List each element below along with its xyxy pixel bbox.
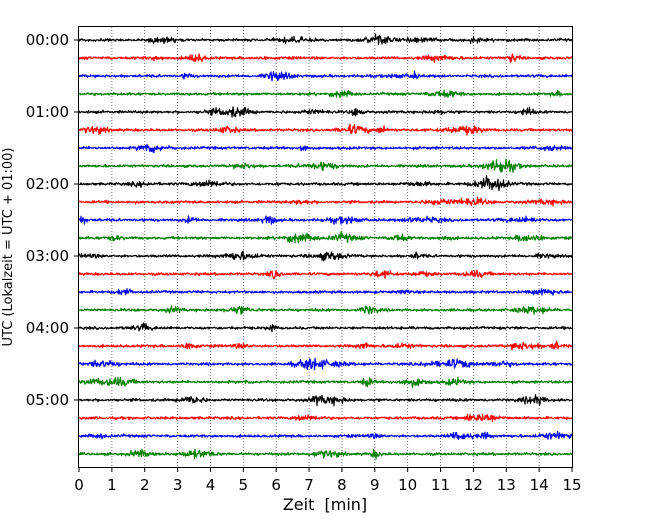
x-axis-label: Zeit [min] bbox=[283, 495, 367, 514]
trace-0430 bbox=[78, 357, 573, 371]
grid-layer bbox=[111, 27, 540, 467]
plot-frame bbox=[78, 26, 573, 468]
x-tick-label-10: 10 bbox=[398, 476, 417, 494]
trace-0300 bbox=[78, 250, 573, 262]
x-tick-label-13: 13 bbox=[497, 476, 516, 494]
x-tick-label-12: 12 bbox=[464, 476, 483, 494]
trace-0100 bbox=[78, 106, 573, 118]
trace-0500 bbox=[78, 394, 573, 407]
trace-0545 bbox=[78, 448, 573, 460]
trace-0530 bbox=[78, 430, 573, 441]
trace-0145 bbox=[78, 158, 573, 173]
trace-0215 bbox=[78, 196, 573, 207]
y-tick-label-4: 04:00 bbox=[26, 319, 69, 337]
x-axis-ticks: 0 1 2 3 4 5 6 7 8 9 10 11 12 13 14 15 bbox=[74, 467, 582, 494]
y-tick-label-5: 05:00 bbox=[26, 391, 69, 409]
x-tick-label-1: 1 bbox=[107, 476, 117, 494]
y-axis-label: UTC (Lokalzeit = UTC + 01:00) bbox=[1, 148, 16, 347]
x-tick-label-8: 8 bbox=[337, 476, 347, 494]
x-tick-label-3: 3 bbox=[173, 476, 183, 494]
trace-0445 bbox=[78, 376, 573, 389]
x-tick-label-9: 9 bbox=[370, 476, 380, 494]
trace-0330 bbox=[78, 288, 573, 296]
trace-layer bbox=[78, 33, 573, 460]
trace-0400 bbox=[78, 322, 573, 333]
trace-0030 bbox=[78, 70, 573, 82]
trace-0200 bbox=[78, 175, 573, 192]
y-tick-label-2: 02:00 bbox=[26, 175, 69, 193]
trace-0130 bbox=[78, 143, 573, 154]
trace-0315 bbox=[78, 269, 573, 280]
y-tick-label-0: 00:00 bbox=[26, 31, 69, 49]
x-tick-label-14: 14 bbox=[530, 476, 549, 494]
y-tick-label-1: 01:00 bbox=[26, 103, 69, 121]
trace-0045 bbox=[78, 89, 573, 99]
x-tick-label-0: 0 bbox=[74, 476, 84, 494]
x-tick-label-5: 5 bbox=[239, 476, 249, 494]
trace-0345 bbox=[78, 305, 573, 315]
trace-0515 bbox=[78, 413, 573, 422]
trace-0015 bbox=[78, 53, 573, 63]
trace-0245 bbox=[78, 231, 573, 244]
x-tick-label-11: 11 bbox=[431, 476, 450, 494]
y-tick-label-3: 03:00 bbox=[26, 247, 69, 265]
x-tick-label-6: 6 bbox=[271, 476, 281, 494]
trace-0415 bbox=[78, 340, 573, 351]
trace-0000 bbox=[78, 33, 573, 46]
x-tick-label-7: 7 bbox=[304, 476, 314, 494]
y-axis-ticks: 00:00 01:00 02:00 03:00 04:00 05:00 bbox=[26, 31, 79, 409]
x-tick-label-15: 15 bbox=[562, 476, 581, 494]
trace-0115 bbox=[78, 123, 573, 136]
trace-0230 bbox=[78, 215, 573, 225]
x-tick-label-4: 4 bbox=[206, 476, 216, 494]
x-tick-label-2: 2 bbox=[140, 476, 150, 494]
